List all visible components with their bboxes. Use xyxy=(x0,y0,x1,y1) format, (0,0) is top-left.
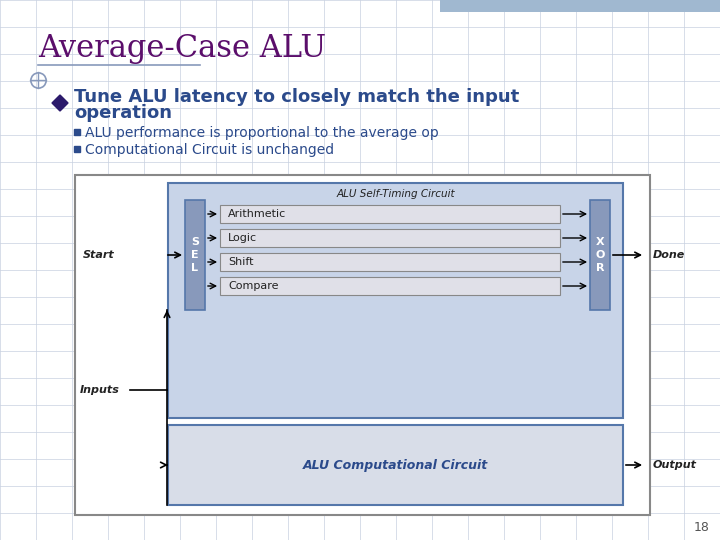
Text: Output: Output xyxy=(653,460,697,470)
Text: S
E
L: S E L xyxy=(191,237,199,273)
Bar xyxy=(168,425,623,505)
Text: Tune ALU latency to closely match the input: Tune ALU latency to closely match the in… xyxy=(74,88,519,106)
Text: Shift: Shift xyxy=(228,257,253,267)
Text: Inputs: Inputs xyxy=(80,385,120,395)
Bar xyxy=(440,0,720,12)
Text: Computational Circuit is unchanged: Computational Circuit is unchanged xyxy=(85,143,334,157)
Text: Start: Start xyxy=(83,250,114,260)
Text: Compare: Compare xyxy=(228,281,279,291)
Text: ALU Computational Circuit: ALU Computational Circuit xyxy=(303,458,488,471)
Bar xyxy=(220,277,560,295)
Bar xyxy=(220,253,560,271)
Polygon shape xyxy=(52,95,68,111)
Text: 18: 18 xyxy=(694,521,710,534)
Bar xyxy=(590,200,610,310)
Text: Average-Case ALU: Average-Case ALU xyxy=(38,32,326,64)
Bar xyxy=(74,129,80,135)
Text: operation: operation xyxy=(74,104,172,122)
Text: ALU performance is proportional to the average op: ALU performance is proportional to the a… xyxy=(85,126,438,140)
Bar xyxy=(220,205,560,223)
Bar xyxy=(74,146,80,152)
Text: ALU Self-Timing Circuit: ALU Self-Timing Circuit xyxy=(336,189,455,199)
Text: Done: Done xyxy=(653,250,685,260)
Bar xyxy=(185,200,205,310)
Text: Arithmetic: Arithmetic xyxy=(228,209,287,219)
Bar xyxy=(168,183,623,418)
Text: X
O
R: X O R xyxy=(595,237,605,273)
Text: Logic: Logic xyxy=(228,233,257,243)
Bar xyxy=(220,229,560,247)
Bar xyxy=(75,175,650,515)
